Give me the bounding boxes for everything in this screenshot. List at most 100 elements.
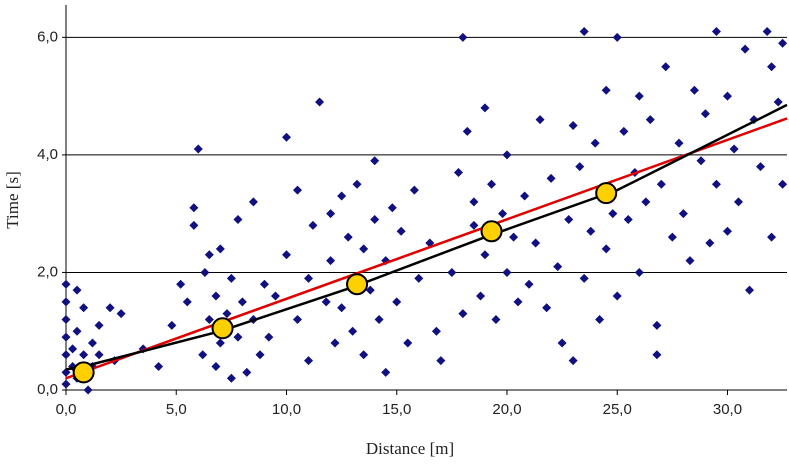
data-point: [182, 297, 192, 307]
data-point: [193, 144, 203, 154]
data-point: [564, 215, 574, 225]
data-point: [270, 291, 280, 301]
data-point: [255, 350, 265, 360]
data-point: [374, 314, 384, 324]
data-point: [696, 156, 706, 166]
data-point: [61, 379, 71, 389]
data-point: [326, 209, 336, 219]
data-point: [579, 26, 589, 36]
data-point: [79, 350, 89, 360]
data-point: [634, 267, 644, 277]
data-point: [293, 185, 303, 195]
data-point: [116, 309, 126, 319]
data-point: [773, 97, 783, 107]
data-point: [370, 215, 380, 225]
data-point: [689, 85, 699, 95]
data-point: [72, 326, 82, 336]
data-point: [337, 303, 347, 313]
data-point: [343, 232, 353, 242]
data-point: [557, 338, 567, 348]
data-point: [612, 32, 622, 42]
data-point: [321, 297, 331, 307]
data-point: [700, 109, 710, 119]
data-point: [94, 320, 104, 330]
data-point: [722, 226, 732, 236]
x-tick-label: 0,0: [56, 401, 77, 418]
data-point: [491, 314, 501, 324]
data-point: [189, 203, 199, 213]
mean-point: [480, 220, 503, 243]
data-point: [392, 297, 402, 307]
data-point: [79, 303, 89, 313]
data-point: [352, 179, 362, 189]
data-point: [674, 138, 684, 148]
x-tick-label: 25,0: [603, 401, 632, 418]
data-point: [575, 162, 585, 172]
data-point: [740, 44, 750, 54]
data-point: [745, 285, 755, 295]
data-point: [520, 191, 530, 201]
data-point: [453, 168, 463, 178]
data-point: [233, 332, 243, 342]
data-point: [281, 250, 291, 260]
data-point: [348, 326, 358, 336]
data-point: [87, 338, 97, 348]
data-point: [215, 338, 225, 348]
data-point: [259, 279, 269, 289]
data-point: [61, 279, 71, 289]
data-point: [242, 367, 252, 377]
data-point: [756, 162, 766, 172]
x-tick-label: 15,0: [382, 401, 411, 418]
data-point: [531, 238, 541, 248]
data-point: [634, 91, 644, 101]
data-point: [198, 350, 208, 360]
data-point: [462, 126, 472, 136]
data-point: [167, 320, 177, 330]
data-point: [359, 244, 369, 254]
data-point: [568, 356, 578, 366]
data-point: [211, 291, 221, 301]
data-point: [652, 320, 662, 330]
data-point: [326, 256, 336, 266]
data-point: [337, 191, 347, 201]
data-point: [237, 297, 247, 307]
data-point: [436, 356, 446, 366]
data-point: [590, 138, 600, 148]
data-point: [200, 267, 210, 277]
data-point: [685, 256, 695, 266]
data-point: [215, 244, 225, 254]
data-point: [469, 220, 479, 230]
data-point: [601, 85, 611, 95]
data-point: [61, 297, 71, 307]
x-tick-label: 10,0: [272, 401, 301, 418]
y-tick-label: 2,0: [37, 263, 58, 280]
mean-point: [72, 361, 95, 384]
data-point: [204, 314, 214, 324]
data-point: [414, 273, 424, 283]
data-point: [733, 197, 743, 207]
data-point: [579, 273, 589, 283]
data-point: [154, 361, 164, 371]
data-point: [608, 209, 618, 219]
data-point: [233, 215, 243, 225]
y-axis-label: Time [s]: [3, 171, 22, 228]
data-point: [396, 226, 406, 236]
data-point: [264, 332, 274, 342]
x-axis-label: Distance [m]: [366, 439, 454, 458]
data-point: [304, 273, 314, 283]
data-point: [711, 26, 721, 36]
data-point: [502, 267, 512, 277]
data-point: [226, 273, 236, 283]
data-point: [767, 62, 777, 72]
data-point: [189, 220, 199, 230]
data-point: [381, 367, 391, 377]
data-point: [498, 209, 508, 219]
data-point: [222, 309, 232, 319]
y-tick-label: 6,0: [37, 28, 58, 45]
data-point: [83, 385, 93, 395]
mean-point: [211, 317, 234, 340]
data-point: [652, 350, 662, 360]
data-point: [542, 303, 552, 313]
data-point: [480, 250, 490, 260]
